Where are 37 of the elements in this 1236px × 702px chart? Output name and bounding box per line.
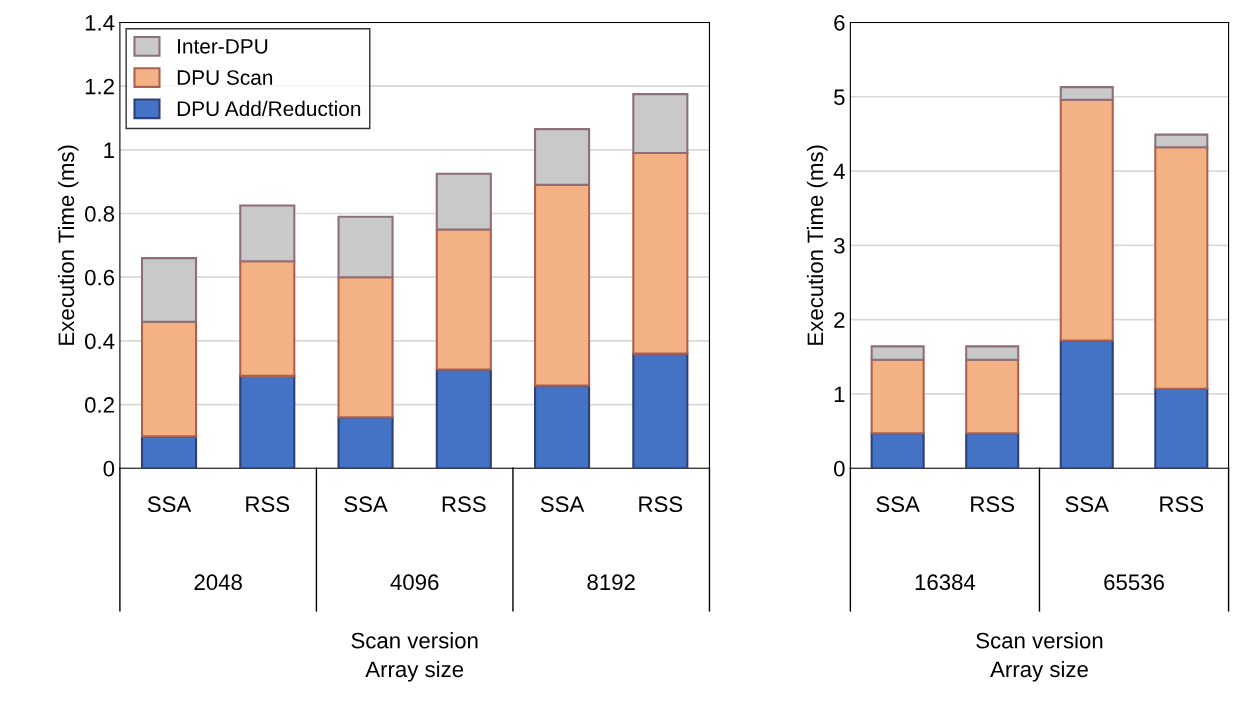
legend-label: DPU Scan [177, 70, 273, 85]
text: 65536 [1104, 574, 1164, 591]
y-tick-label: 4 [833, 163, 845, 180]
y-tick-label: 5 [834, 89, 845, 106]
y-tick-label: 1.4 [85, 15, 115, 31]
text: 16384 [915, 574, 976, 591]
x-tick-label: RSS [1160, 496, 1204, 513]
x-tick-label: SSA [147, 496, 192, 513]
y-tick-label: 1.2 [85, 78, 114, 95]
y-axis-title: Execution Time (ms) [806, 145, 828, 345]
y-tick-label: 0 [834, 460, 845, 477]
y-tick-label: 2 [834, 312, 845, 328]
x-axis-title: Scan version Array size [976, 632, 1103, 682]
x-tick-label: SSA [540, 496, 585, 513]
x-tick-label: SSA [1065, 496, 1109, 513]
x-tick-label: RSS [442, 496, 486, 513]
y-tick-label: 0.4 [85, 333, 115, 350]
x-tick-label: SSA [876, 496, 920, 513]
y-tick-label: 0.6 [85, 269, 115, 286]
y-tick-label: 6 [834, 15, 845, 31]
y-tick-label: 3 [834, 237, 845, 254]
x-tick-label: SSA [344, 496, 388, 513]
y-tick-label: 0 [103, 460, 115, 477]
legend-label: Inter-DPU [178, 39, 268, 54]
y-tick-label: 1 [104, 142, 114, 158]
y-tick-label: 0.2 [85, 397, 114, 413]
y-tick-label: 1 [834, 386, 845, 402]
text: 4096 [390, 574, 439, 591]
text: 2048 [194, 574, 242, 591]
x-tick-label: RSS [246, 496, 290, 513]
y-axis-title: Execution Time (ms) [57, 145, 79, 345]
text: 8192 [587, 574, 635, 591]
legend-label: DPU Add/Reduction [177, 100, 361, 117]
x-tick-label: RSS [971, 496, 1015, 513]
x-axis-title: Scan version Array size [351, 632, 478, 682]
x-tick-label: RSS [639, 496, 683, 513]
y-tick-label: 0.8 [85, 206, 115, 222]
